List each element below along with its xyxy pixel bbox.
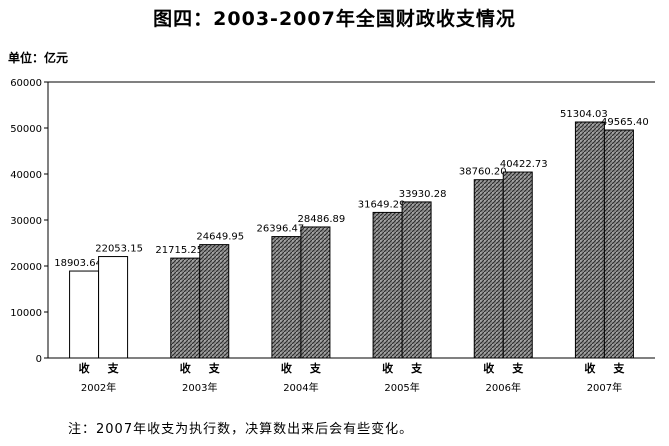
- data-label: 28486.89: [298, 214, 346, 225]
- series-label-income: 收: [180, 361, 191, 375]
- series-label-expenditure: 支: [107, 361, 120, 375]
- data-label: 51304.03: [560, 109, 608, 120]
- y-tick-label: 0: [36, 354, 42, 365]
- bar-expenditure: [199, 244, 230, 359]
- y-tick-label: 30000: [10, 216, 42, 227]
- bar-expenditure: [300, 226, 331, 359]
- footnote: 注：2007年收支为执行数，决算数出来后会有些变化。: [68, 422, 414, 437]
- y-tick-label: 50000: [10, 124, 42, 135]
- x-tick-label: 2006年: [486, 381, 521, 394]
- data-label: 26396.47: [257, 224, 305, 235]
- bar-income: [69, 270, 100, 359]
- data-label: 21715.25: [155, 245, 203, 256]
- y-tick-label: 20000: [10, 262, 42, 273]
- data-label: 31649.29: [358, 199, 406, 210]
- data-label: 22053.15: [95, 244, 143, 255]
- data-label: 33930.28: [399, 189, 447, 200]
- bar-expenditure: [98, 256, 129, 359]
- data-label: 38760.20: [459, 167, 507, 178]
- series-label-income: 收: [584, 361, 595, 375]
- series-label-expenditure: 支: [208, 361, 221, 375]
- y-tick-label: 40000: [10, 170, 42, 181]
- series-label-income: 收: [483, 361, 494, 375]
- series-label-expenditure: 支: [309, 361, 322, 375]
- chart-title: 图四：2003-2007年全国财政收支情况: [153, 8, 516, 30]
- bar-income: [574, 121, 605, 359]
- data-label: 24649.95: [196, 232, 244, 243]
- x-tick-label: 2004年: [283, 381, 318, 394]
- data-label: 49565.40: [601, 117, 649, 128]
- bar-income: [271, 236, 302, 359]
- bar-expenditure: [603, 129, 634, 359]
- series-label-income: 收: [281, 361, 292, 375]
- x-tick-label: 2005年: [384, 381, 419, 394]
- bar-income: [170, 257, 201, 359]
- unit-label: 单位：亿元: [8, 50, 68, 65]
- series-label-expenditure: 支: [410, 361, 423, 375]
- bar-income: [372, 211, 403, 359]
- series-label-income: 收: [79, 361, 90, 375]
- data-label: 18903.64: [54, 258, 102, 269]
- data-label: 40422.73: [500, 159, 548, 170]
- x-tick-label: 2007年: [587, 381, 622, 394]
- x-tick-label: 2003年: [182, 381, 217, 394]
- y-tick-label: 60000: [10, 78, 42, 89]
- y-tick-label: 10000: [10, 308, 42, 319]
- series-label-expenditure: 支: [511, 361, 524, 375]
- bar-income: [473, 179, 504, 359]
- bar-expenditure: [401, 201, 432, 359]
- bar-expenditure: [502, 171, 533, 359]
- series-label-expenditure: 支: [612, 361, 625, 375]
- x-tick-label: 2002年: [81, 381, 116, 394]
- series-label-income: 收: [382, 361, 393, 375]
